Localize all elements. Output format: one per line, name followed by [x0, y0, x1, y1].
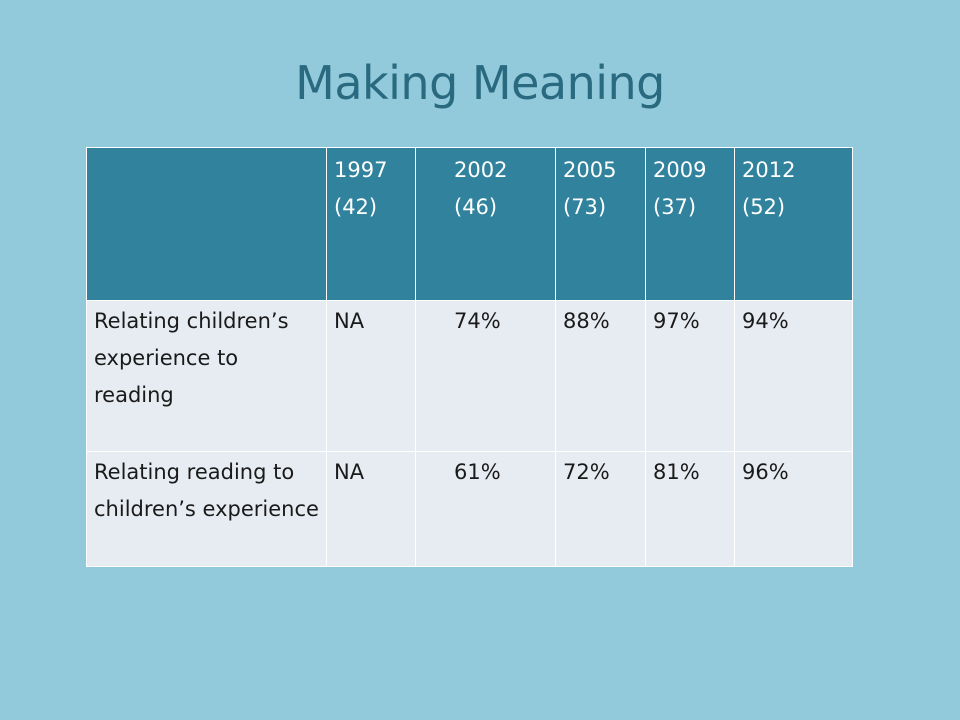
slide-title: Making Meaning: [295, 56, 665, 110]
table-cell: 96%: [734, 451, 853, 567]
table-cell: 81%: [645, 451, 735, 567]
header-year: 2012 (52): [742, 158, 796, 219]
header-year: 2005 (73): [563, 158, 617, 219]
header-cell-2009: 2009 (37): [645, 147, 735, 301]
row-label: Relating reading to children’s experienc…: [86, 451, 327, 567]
header-cell-blank: [86, 147, 327, 301]
header-year: 1997 (42): [334, 158, 388, 219]
table-cell: 61%: [415, 451, 556, 567]
header-cell-2012: 2012 (52): [734, 147, 853, 301]
header-year: 2002 (46): [454, 158, 508, 219]
table-row: Relating children’s experience to readin…: [86, 300, 853, 452]
header-cell-1997: 1997 (42): [326, 147, 416, 301]
table-cell: 88%: [555, 300, 646, 452]
row-label: Relating children’s experience to readin…: [86, 300, 327, 452]
table-row: Relating reading to children’s experienc…: [86, 451, 853, 567]
header-row: 1997 (42) 2002 (46) 2005 (73) 2009 (37) …: [86, 147, 853, 301]
header-cell-2005: 2005 (73): [555, 147, 646, 301]
table-cell: 97%: [645, 300, 735, 452]
table-cell: 94%: [734, 300, 853, 452]
results-table: 1997 (42) 2002 (46) 2005 (73) 2009 (37) …: [86, 147, 853, 567]
header-year: 2009 (37): [653, 158, 707, 219]
header-cell-2002: 2002 (46): [415, 147, 556, 301]
table-cell: NA: [326, 300, 416, 452]
table-cell: 72%: [555, 451, 646, 567]
table-cell: 74%: [415, 300, 556, 452]
table-cell: NA: [326, 451, 416, 567]
